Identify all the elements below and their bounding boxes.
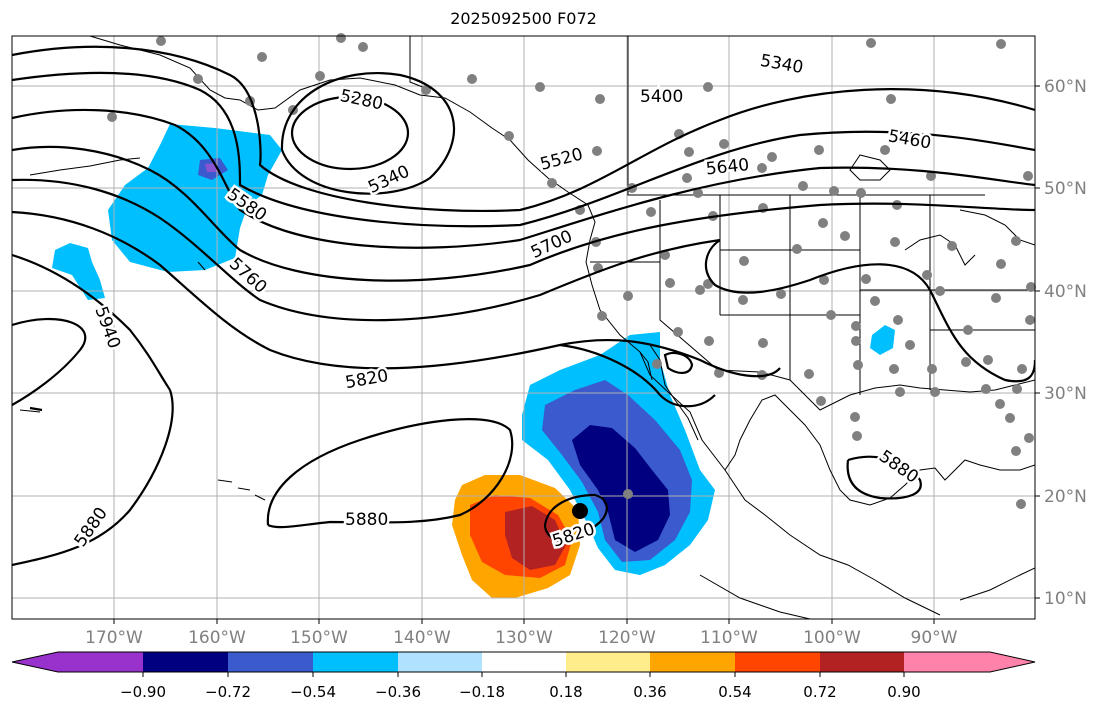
- colorbar-tick-label: 0.18: [549, 683, 582, 701]
- longitude-label: 150°W: [290, 628, 348, 648]
- contour-label: 5460: [887, 126, 933, 153]
- colorbar-tick-label: −0.18: [459, 683, 505, 701]
- colorbar: −0.90 −0.72 −0.54 −0.36 −0.18 0.18 0.36 …: [11, 651, 1036, 701]
- longitude-label: 120°W: [598, 628, 656, 648]
- colorbar-tick-label: 0.54: [718, 683, 751, 701]
- longitude-label: 100°W: [803, 628, 861, 648]
- positive-anomaly-core: [505, 506, 566, 570]
- colorbar-segment: [904, 652, 1035, 672]
- contour-label: 5880: [345, 510, 388, 530]
- contour-label: 5880: [875, 446, 922, 487]
- latitude-label: 10°N: [1044, 589, 1087, 609]
- graticule: [12, 36, 1035, 619]
- colorbar-segment: [566, 652, 650, 672]
- contour-label: 5640: [705, 155, 750, 179]
- longitude-label: 110°W: [700, 628, 758, 648]
- colorbar-segment: [228, 652, 313, 672]
- colorbar-tick-label: −0.72: [205, 683, 251, 701]
- longitude-label: 130°W: [495, 628, 553, 648]
- colorbar-segment: [482, 652, 566, 672]
- storm-center-marker: [572, 503, 588, 519]
- colorbar-tick-label: −0.54: [290, 683, 336, 701]
- longitude-label: 140°W: [393, 628, 451, 648]
- contour-label: 5280: [338, 86, 384, 115]
- height-contours: [12, 45, 1035, 567]
- colorbar-segment: [735, 652, 820, 672]
- contour-label: 5820: [344, 366, 390, 393]
- colorbar-segment: [650, 652, 735, 672]
- colorbar-segment: [398, 652, 482, 672]
- colorbar-segment: [143, 652, 228, 672]
- colorbar-tick-label: −0.36: [375, 683, 421, 701]
- latitude-label: 30°N: [1044, 384, 1087, 404]
- longitude-label: 90°W: [911, 628, 958, 648]
- contour-label: 5400: [640, 87, 683, 107]
- contour-label: 5940: [90, 304, 124, 351]
- colorbar-segment: [820, 652, 904, 672]
- colorbar-segment: [313, 652, 398, 672]
- longitude-label: 160°W: [188, 628, 246, 648]
- axis-ticks: [113, 85, 1040, 624]
- east-pacific-negative-anomaly-core: [572, 425, 670, 552]
- contour-label: 5880: [71, 504, 112, 551]
- contour-label: 5700: [528, 226, 576, 262]
- contour-label: 5520: [538, 144, 585, 175]
- gulf-alaska-anomaly: [108, 124, 282, 272]
- colorbar-segment: [12, 652, 143, 672]
- colorbar-tick-label: 0.72: [803, 683, 836, 701]
- latitude-label: 50°N: [1044, 179, 1087, 199]
- gulf-coast-anomaly: [870, 325, 895, 355]
- west-pacific-anomaly: [52, 243, 105, 300]
- latitude-label: 60°N: [1044, 77, 1087, 97]
- colorbar-tick-label: 0.90: [887, 683, 920, 701]
- map-title: 2025092500 F072: [450, 9, 597, 28]
- longitude-label: 170°W: [85, 628, 143, 648]
- colorbar-tick-label: −0.90: [120, 683, 166, 701]
- contour-label: 5340: [759, 51, 805, 78]
- colorbar-tick-label: 0.36: [633, 683, 666, 701]
- latitude-label: 20°N: [1044, 487, 1087, 507]
- latitude-label: 40°N: [1044, 282, 1087, 302]
